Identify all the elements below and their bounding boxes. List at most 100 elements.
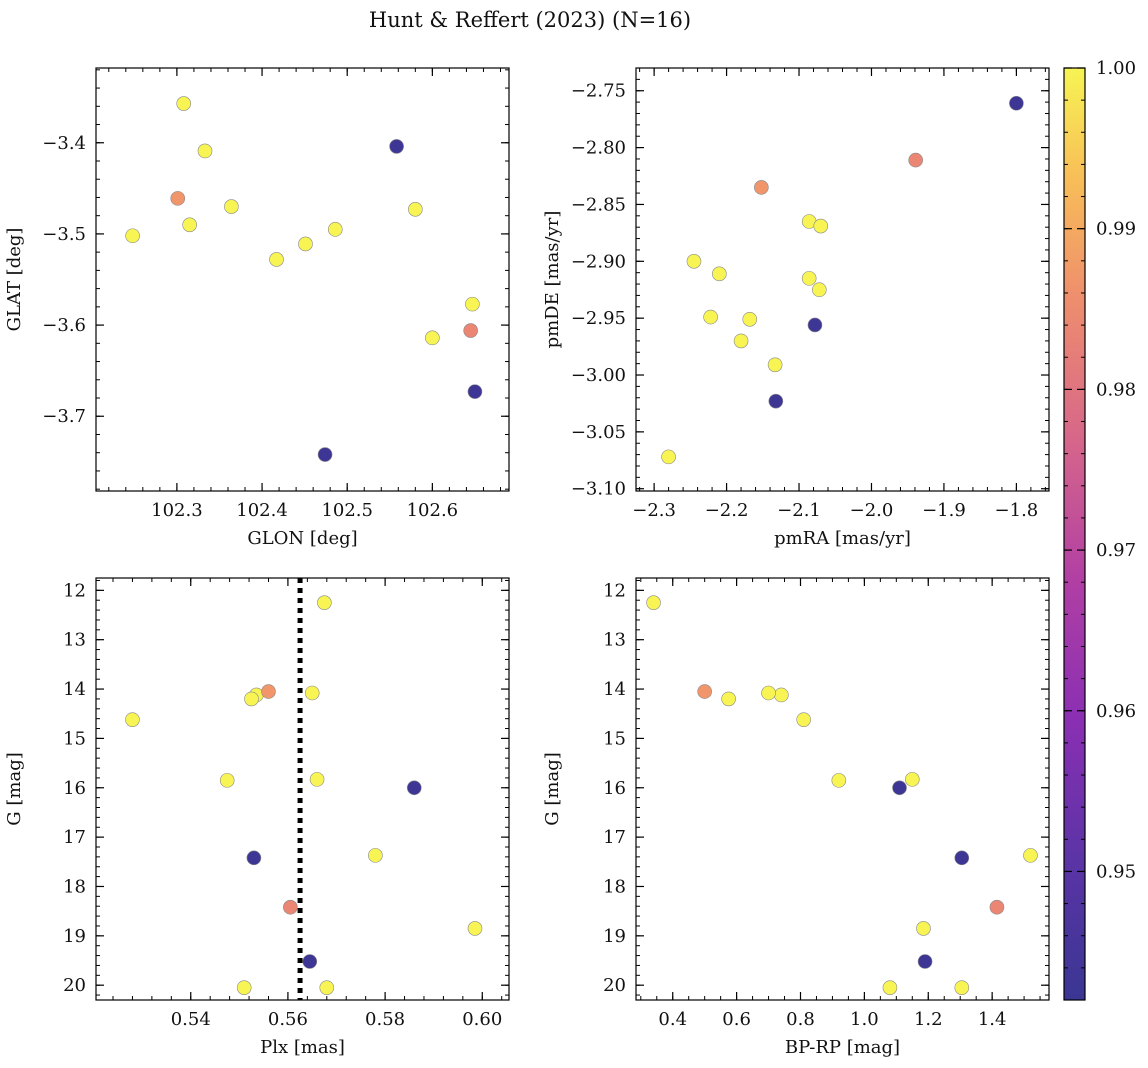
scatter-point bbox=[917, 954, 933, 969]
scatter-point bbox=[916, 921, 931, 936]
y-tick-label: 13 bbox=[603, 630, 626, 651]
y-tick-label: 20 bbox=[63, 975, 86, 996]
scatter-point bbox=[302, 954, 318, 969]
y-tick-label: −3.4 bbox=[42, 133, 86, 154]
x-tick-label: 0.58 bbox=[365, 1009, 405, 1030]
colorbar-tick-label: 0.97 bbox=[1096, 540, 1136, 561]
y-tick-label: −3.00 bbox=[571, 365, 626, 386]
scatter-point bbox=[733, 333, 749, 349]
scatter-point bbox=[406, 780, 422, 796]
panel-bprp-g: 0.4 0.6 0.8 1.0 1.2 1.4 12 13 14 15 16 17 18 19 20 BP-R… bbox=[542, 577, 1050, 1058]
scatter-point bbox=[646, 595, 661, 610]
scatter-point bbox=[467, 384, 483, 399]
y-tick-label: 14 bbox=[603, 679, 626, 700]
colorbar-tick-label: 0.99 bbox=[1096, 219, 1136, 240]
scatter-point bbox=[246, 850, 262, 866]
y-tick-label: 17 bbox=[63, 827, 86, 848]
x-tick-label: 102.5 bbox=[321, 500, 373, 521]
y-tick-label: −3.6 bbox=[42, 315, 86, 336]
y-tick-label: 15 bbox=[603, 728, 626, 749]
y-tick-label: 18 bbox=[63, 876, 86, 897]
scatter-point bbox=[892, 780, 907, 796]
y-tick-label: −2.95 bbox=[571, 308, 626, 329]
colorbar: 0.95 0.96 0.97 0.98 0.99 1.00 bbox=[1063, 58, 1136, 1001]
scatter-point bbox=[465, 296, 480, 312]
scatter-point bbox=[408, 202, 423, 217]
y-tick-label: 18 bbox=[603, 876, 626, 897]
scatter-point bbox=[1023, 848, 1038, 863]
scatter-point bbox=[1009, 95, 1024, 111]
y-tick-label: 15 bbox=[63, 728, 86, 749]
scatter-point bbox=[767, 357, 783, 373]
scatter-point bbox=[721, 691, 736, 707]
scatter-point bbox=[801, 271, 817, 286]
y-tick-label: −2.85 bbox=[571, 194, 626, 215]
y-tick-label: 12 bbox=[63, 580, 86, 601]
x-tick-label: 1.4 bbox=[978, 1009, 1007, 1030]
x-tick-label: −2.1 bbox=[777, 500, 821, 521]
colorbar-tick-label: 0.96 bbox=[1096, 701, 1136, 722]
x-tick-label: −2.3 bbox=[632, 500, 676, 521]
scatter-point bbox=[261, 684, 276, 699]
y-tick-label: −3.5 bbox=[42, 224, 86, 245]
y-tick-label: −3.7 bbox=[42, 406, 86, 427]
x-tick-label: −2.0 bbox=[850, 500, 894, 521]
y-tick-label: 14 bbox=[63, 679, 86, 700]
colorbar-gradient bbox=[1063, 67, 1086, 1001]
y-tick-label: −2.90 bbox=[571, 251, 626, 272]
scatter-point bbox=[304, 685, 320, 701]
x-axis-label: Plx [mas] bbox=[260, 1037, 345, 1058]
scatter-point bbox=[807, 317, 823, 333]
x-tick-label: 1.2 bbox=[914, 1009, 943, 1030]
y-tick-label: 13 bbox=[63, 630, 86, 651]
scatter-point bbox=[197, 143, 213, 159]
x-tick-label: −1.8 bbox=[995, 500, 1039, 521]
y-tick-label: 20 bbox=[603, 975, 626, 996]
scatter-point bbox=[463, 323, 478, 338]
axes-frame bbox=[635, 577, 1050, 1001]
scatter-point bbox=[176, 96, 192, 111]
y-axis-label: G [mag] bbox=[4, 752, 25, 825]
scatter-point bbox=[269, 252, 284, 267]
x-tick-label: 102.3 bbox=[151, 500, 203, 521]
x-tick-label: −2.2 bbox=[705, 500, 749, 521]
scatter-point bbox=[283, 899, 298, 915]
scatter-point bbox=[224, 199, 239, 214]
y-tick-label: 12 bbox=[603, 580, 626, 601]
y-tick-label: −3.05 bbox=[571, 422, 626, 443]
colorbar-tick-label: 1.00 bbox=[1096, 58, 1136, 79]
scatter-point bbox=[813, 218, 829, 234]
scatter-point bbox=[774, 687, 789, 703]
scatter-point bbox=[219, 773, 235, 788]
x-tick-label: 0.56 bbox=[268, 1009, 308, 1030]
y-tick-label: 19 bbox=[63, 926, 86, 947]
scatter-point bbox=[317, 447, 333, 462]
scatter-point bbox=[244, 691, 259, 707]
scatter-point bbox=[904, 772, 920, 787]
scatter-point bbox=[309, 772, 325, 787]
x-tick-label: 0.54 bbox=[171, 1009, 211, 1030]
scatter-point bbox=[831, 773, 847, 788]
panel-pmra-pmde: −2.3 −2.2 −2.1 −2.0 −1.9 −1.8 −3.10 −3.05 −3.00 −… bbox=[542, 67, 1050, 549]
scatter-point bbox=[686, 254, 702, 269]
scatter-point bbox=[125, 712, 140, 727]
y-axis-label: GLAT [deg] bbox=[4, 228, 25, 332]
y-axis-label: G [mag] bbox=[542, 752, 563, 825]
scatter-point bbox=[389, 139, 404, 154]
scatter-point bbox=[236, 980, 252, 995]
y-tick-label: 19 bbox=[603, 926, 626, 947]
x-tick-label: 0.6 bbox=[722, 1009, 751, 1030]
scatter-point bbox=[327, 222, 343, 237]
x-tick-label: 102.6 bbox=[407, 500, 459, 521]
axes-frame bbox=[95, 67, 510, 492]
x-axis-label: GLON [deg] bbox=[247, 528, 357, 549]
scatter-point bbox=[742, 311, 758, 327]
x-tick-label: 1.0 bbox=[850, 1009, 879, 1030]
scatter-point bbox=[125, 228, 140, 244]
scatter-point bbox=[319, 980, 335, 995]
y-axis-label: pmDE [mas/yr] bbox=[542, 211, 563, 349]
y-tick-label: −2.75 bbox=[571, 81, 626, 102]
x-axis-label: pmRA [mas/yr] bbox=[774, 528, 911, 549]
scatter-point bbox=[368, 848, 383, 863]
x-axis-label: BP-RP [mag] bbox=[785, 1037, 900, 1058]
